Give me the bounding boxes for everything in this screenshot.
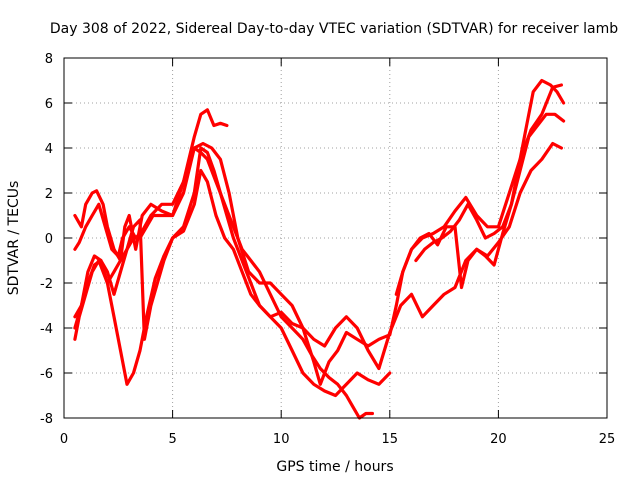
y-tick-label: 6: [45, 97, 53, 112]
y-tick-label: -8: [40, 412, 53, 427]
y-axis-label: SDTVAR / TECUs: [6, 181, 22, 296]
y-tick-label: 2: [45, 187, 53, 202]
tick-labels: 0 5 10 15 20 25 -8 -6 -4 -2 0 2 4 6 8: [40, 52, 615, 447]
y-tick-label: 8: [45, 52, 53, 67]
x-tick-label: 5: [168, 432, 176, 447]
y-tick-label: -4: [40, 322, 53, 337]
ticks: [63, 57, 608, 419]
chart-title: Day 308 of 2022, Sidereal Day-to-day VTE…: [50, 21, 618, 37]
x-tick-label: 20: [490, 432, 507, 447]
series-5-trace: [73, 141, 563, 371]
series-group: [73, 78, 566, 420]
y-tick-label: -6: [40, 367, 53, 382]
series-2-trace: [73, 83, 563, 386]
series-7-trace: [414, 112, 566, 263]
series-1-trace: [73, 108, 229, 263]
y-tick-label: -2: [40, 277, 53, 292]
x-axis-label: GPS time / hours: [276, 459, 393, 475]
plot-frame: [63, 57, 608, 419]
series-6-trace: [394, 78, 566, 296]
series-4-trace: [73, 146, 374, 420]
grid: [64, 58, 607, 418]
y-tick-label: 4: [45, 142, 53, 157]
series-3-trace: [73, 168, 392, 398]
x-tick-label: 15: [382, 432, 399, 447]
x-tick-label: 25: [599, 432, 616, 447]
x-tick-label: 10: [273, 432, 290, 447]
x-tick-label: 0: [60, 432, 68, 447]
y-tick-label: 0: [45, 232, 53, 247]
